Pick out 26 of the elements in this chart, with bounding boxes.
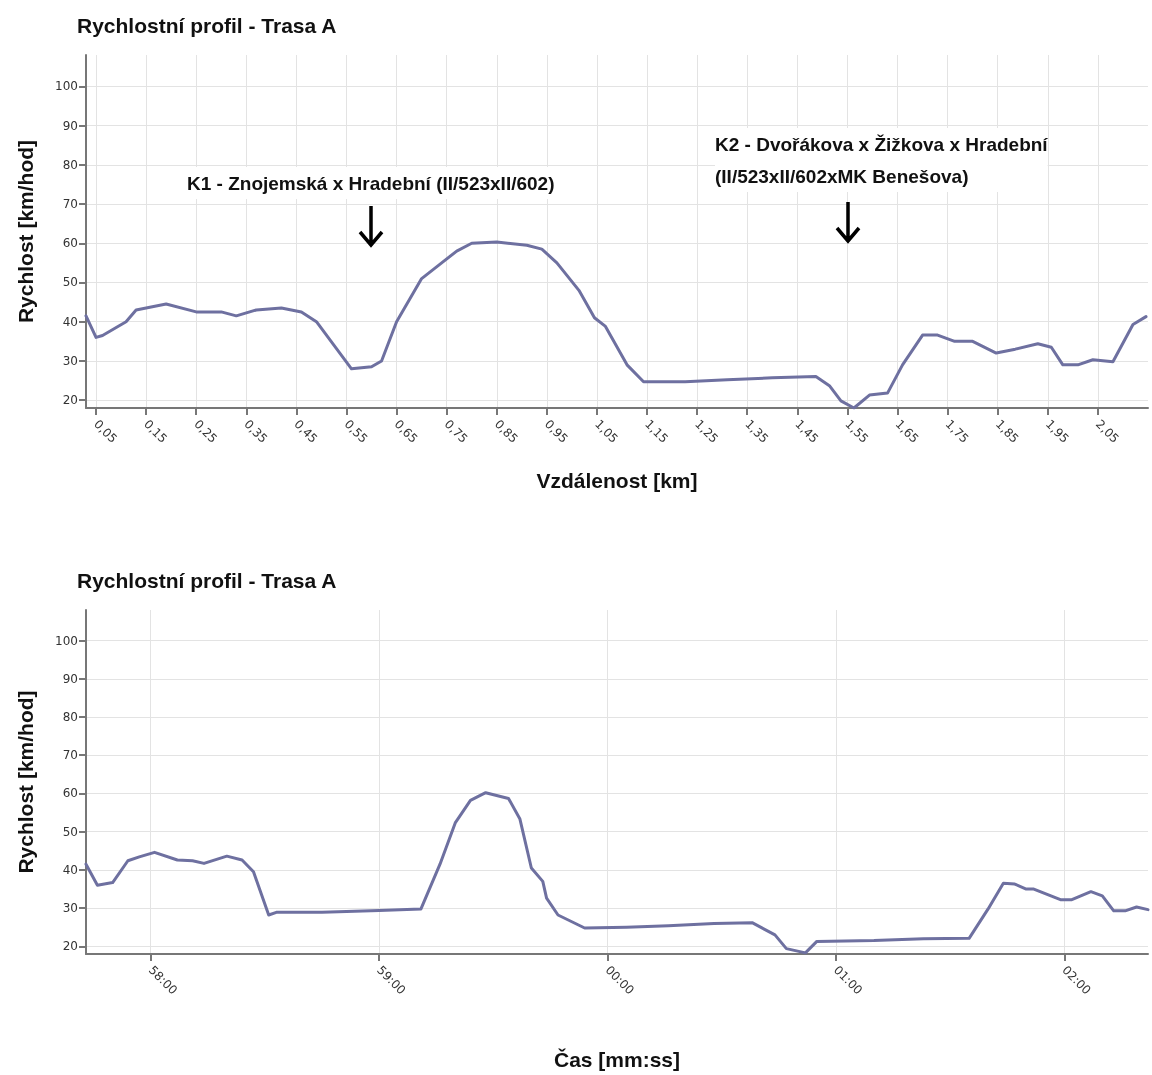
y-tick-label: 20 — [62, 393, 78, 408]
y-tick-label: 90 — [62, 118, 78, 133]
y-tick-label: 20 — [62, 939, 78, 954]
y-axis-title: Rychlost [km/hod] — [14, 690, 37, 874]
y-tick-label: 70 — [62, 748, 78, 763]
y-axis-title: Rychlost [km/hod] — [14, 139, 37, 324]
x-axis-title: Vzdálenost [km] — [536, 469, 698, 492]
y-tick-label: 50 — [62, 824, 78, 839]
y-tick-label: 100 — [55, 633, 78, 648]
chart-title: Rychlostní profil - Trasa A — [77, 14, 337, 37]
y-tick-label: 60 — [62, 236, 78, 251]
y-tick-label: 50 — [62, 275, 78, 290]
annotation: K1 - Znojemská x Hradební (II/523xII/602) — [187, 172, 555, 194]
chart-title: Rychlostní profil - Trasa A — [77, 569, 337, 592]
x-axis-title: Čas [mm:ss] — [553, 1048, 681, 1071]
y-tick-label: 70 — [62, 197, 78, 212]
y-tick-label: 40 — [62, 314, 78, 329]
y-tick-label: 90 — [62, 671, 78, 686]
annotation: K2 - Dvořákova x Žižkova x Hradební (II/523xII/602xMK Benešova) — [715, 133, 1049, 187]
y-tick-label: 100 — [55, 79, 78, 94]
y-tick-label: 40 — [62, 862, 78, 877]
y-tick-label: 30 — [62, 901, 78, 916]
y-tick-label: 30 — [62, 353, 78, 368]
y-tick-label: 80 — [62, 710, 78, 725]
y-tick-label: 60 — [62, 786, 78, 801]
y-tick-label: 80 — [62, 157, 78, 172]
